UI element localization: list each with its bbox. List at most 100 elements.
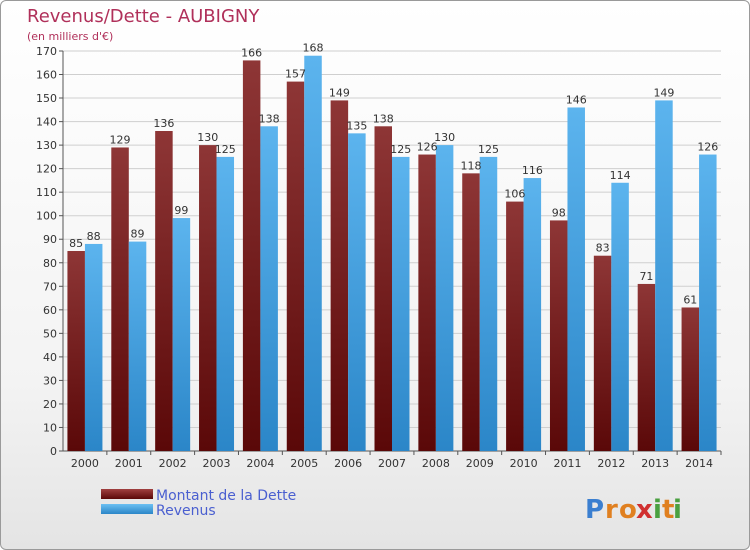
x-axis-ticks: 2000 2001 2002 2003 2004 2005 2006 2007 2008 2009… [71, 451, 722, 470]
debt-bar [242, 60, 261, 451]
debt-bar [549, 220, 568, 451]
chart-title: Revenus/Dette - AUBIGNY [27, 6, 260, 27]
debt-value-label: 126 [417, 141, 438, 154]
revenus-value-label: 138 [259, 112, 280, 125]
x-tick-label: 2003 [203, 457, 231, 470]
legend-swatch-revenus [101, 504, 153, 514]
debt-bar [418, 154, 436, 451]
y-tick-label: 160 [36, 69, 57, 82]
revenus-bar [128, 241, 147, 451]
revenus-value-label: 168 [303, 42, 324, 55]
y-tick-label: 140 [36, 116, 57, 129]
debt-value-label: 61 [683, 293, 697, 306]
debt-value-label: 98 [552, 206, 566, 219]
debt-bar [330, 100, 349, 451]
revenus-value-label: 125 [478, 143, 499, 156]
legend-label-debt: Montant de la Dette [156, 488, 296, 504]
revenus-bar [699, 154, 717, 451]
x-tick-label: 2006 [334, 457, 362, 470]
revenus-value-label: 149 [653, 86, 674, 99]
debt-value-label: 130 [197, 131, 218, 144]
revenus-bar [479, 156, 498, 451]
revenus-value-label: 125 [215, 143, 236, 156]
legend: Montant de la Dette Revenus [101, 488, 296, 519]
debt-value-label: 83 [596, 242, 610, 255]
y-tick-label: 130 [36, 139, 57, 152]
debt-value-label: 129 [110, 133, 131, 146]
debt-bar [155, 131, 173, 451]
debt-bar [506, 201, 524, 451]
debt-value-label: 85 [69, 237, 83, 250]
logo-letter: i [653, 495, 662, 525]
debt-value-label: 166 [241, 46, 262, 59]
value-labels: 8588129891369913012516613815716814913513… [69, 42, 718, 307]
revenus-value-label: 114 [610, 169, 631, 182]
y-tick-label: 170 [36, 45, 57, 58]
debt-value-label: 118 [460, 159, 481, 172]
x-tick-label: 2012 [597, 457, 625, 470]
y-tick-label: 70 [43, 280, 57, 293]
bars [67, 55, 717, 452]
y-tick-label: 10 [43, 421, 57, 434]
debt-value-label: 157 [285, 68, 306, 81]
debt-bar [374, 126, 392, 451]
y-tick-label: 30 [43, 374, 57, 387]
y-tick-label: 20 [43, 398, 57, 411]
x-tick-label: 2001 [115, 457, 143, 470]
revenus-bar [523, 178, 542, 451]
x-tick-label: 2000 [71, 457, 99, 470]
x-tick-label: 2002 [159, 457, 187, 470]
revenus-bar [84, 243, 103, 451]
logo-letter: x [636, 495, 653, 525]
debt-bar [199, 145, 217, 451]
x-tick-label: 2014 [685, 457, 713, 470]
debt-bar [637, 283, 656, 451]
revenus-bar [216, 156, 235, 451]
debt-value-label: 71 [639, 270, 653, 283]
revenus-bar [304, 55, 322, 452]
x-tick-label: 2013 [641, 457, 669, 470]
revenus-bar [611, 182, 629, 451]
y-tick-label: 0 [50, 445, 57, 458]
revenus-value-label: 89 [131, 228, 145, 241]
legend-swatch-debt [101, 489, 153, 499]
x-tick-label: 2008 [422, 457, 450, 470]
y-tick-label: 120 [36, 163, 57, 176]
revenus-bar [260, 126, 278, 451]
x-tick-label: 2010 [510, 457, 538, 470]
revenus-value-label: 88 [87, 230, 101, 243]
revenus-value-label: 116 [522, 164, 543, 177]
debt-value-label: 138 [373, 112, 394, 125]
debt-bar [593, 255, 612, 451]
revenus-bar [655, 100, 673, 451]
y-tick-label: 60 [43, 304, 57, 317]
y-tick-label: 150 [36, 92, 57, 105]
logo-letter: t [662, 495, 674, 525]
logo-letter: i [673, 495, 682, 525]
debt-value-label: 136 [153, 117, 174, 130]
revenus-value-label: 135 [346, 119, 367, 132]
y-tick-label: 90 [43, 233, 57, 246]
y-tick-label: 110 [36, 186, 57, 199]
x-tick-label: 2009 [466, 457, 494, 470]
revenus-value-label: 146 [566, 93, 587, 106]
y-axis-ticks: 0 10 20 30 40 50 60 70 80 90 100 110 120 130 140 150 160… [36, 45, 63, 458]
revenus-value-label: 125 [390, 143, 411, 156]
revenus-bar [392, 156, 410, 451]
logo-letter: r [605, 495, 618, 525]
debt-bar [681, 307, 700, 451]
revenus-value-label: 99 [174, 204, 188, 217]
y-tick-label: 80 [43, 257, 57, 270]
revenus-bar [348, 133, 366, 451]
debt-bar [286, 81, 305, 452]
debt-value-label: 106 [504, 188, 525, 201]
debt-bar [462, 173, 480, 451]
revenus-value-label: 130 [434, 131, 455, 144]
revenus-bar [567, 107, 585, 452]
logo-letter: o [619, 495, 637, 525]
debt-bar [111, 147, 129, 451]
x-tick-label: 2011 [553, 457, 581, 470]
